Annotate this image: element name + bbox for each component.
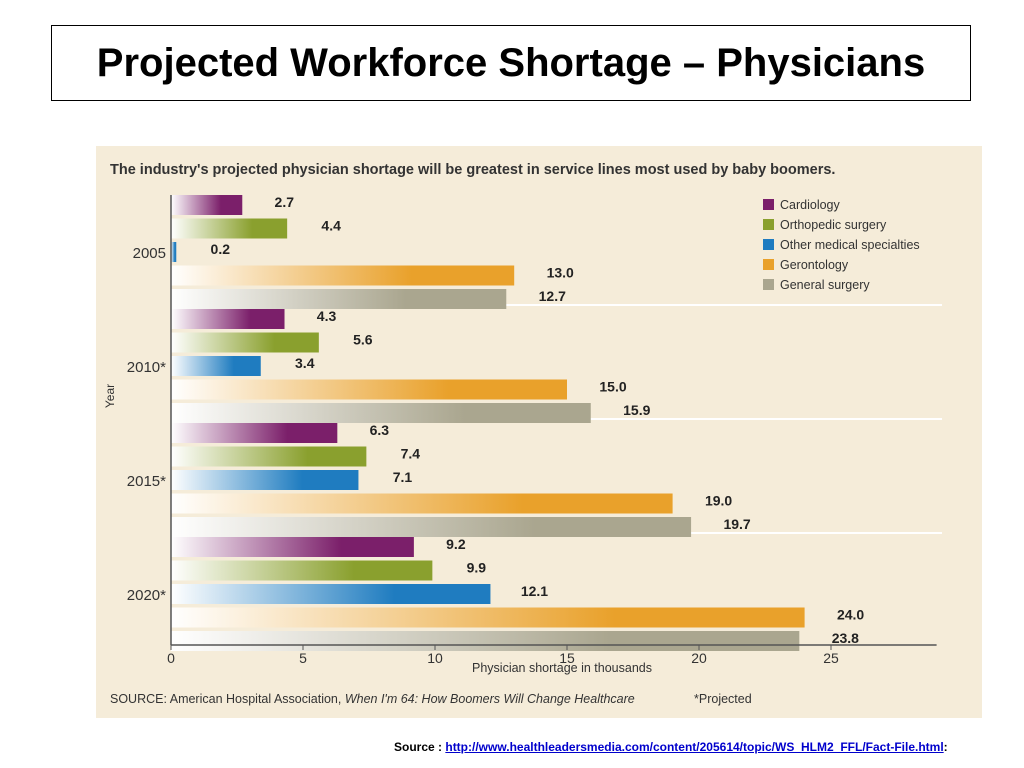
bar-orthopedic-surgery <box>171 560 433 581</box>
bar-value-label: 7.4 <box>401 446 421 462</box>
bar-other-medical-specialties <box>171 356 261 376</box>
bar-value-label: 4.4 <box>321 218 341 234</box>
bar-value-label: 2.7 <box>275 194 295 210</box>
legend-label: Other medical specialties <box>780 238 920 252</box>
chart-footnote: SOURCE: American Hospital Association, W… <box>110 692 635 706</box>
bar-orthopedic-surgery <box>171 218 288 239</box>
category-label: 2010* <box>127 359 166 376</box>
chart-panel: The industry's projected physician short… <box>96 146 982 718</box>
bar-cardiology <box>171 195 243 215</box>
footnote-projected: *Projected <box>694 692 752 706</box>
bar-cardiology <box>171 537 414 557</box>
category-label: 2020* <box>127 587 166 604</box>
x-tick-label: 15 <box>559 650 575 666</box>
bar-other-medical-specialties <box>171 584 491 604</box>
legend-label: General surgery <box>780 278 870 292</box>
source-citation: Source : http://www.healthleadersmedia.c… <box>394 739 994 755</box>
bar-gerontology <box>171 607 805 628</box>
bar-value-label: 19.0 <box>705 493 732 509</box>
bar-value-label: 3.4 <box>295 355 315 371</box>
bar-value-label: 12.1 <box>521 583 548 599</box>
bar-value-label: 15.0 <box>599 379 626 395</box>
bar-general-surgery <box>171 403 591 423</box>
bar-other-medical-specialties <box>171 470 359 490</box>
bar-gerontology <box>171 265 515 286</box>
chart-title: The industry's projected physician short… <box>110 162 835 178</box>
bar-general-surgery <box>171 631 800 651</box>
bar-orthopedic-surgery <box>171 446 367 467</box>
footnote-publication: When I'm 64: How Boomers Will Change Hea… <box>345 692 635 706</box>
x-tick-label: 5 <box>299 650 307 666</box>
bar-general-surgery <box>171 289 507 309</box>
bar-value-label: 9.9 <box>467 560 487 576</box>
source-link[interactable]: http://www.healthleadersmedia.com/conten… <box>445 740 944 754</box>
bar-value-label: 5.6 <box>353 332 373 348</box>
bar-gerontology <box>171 379 567 400</box>
legend-label: Gerontology <box>780 258 849 272</box>
bar-value-label: 0.2 <box>211 241 231 257</box>
bar-value-label: 4.3 <box>317 308 337 324</box>
bar-general-surgery <box>171 517 692 537</box>
legend-swatch <box>763 239 774 250</box>
bar-value-label: 13.0 <box>547 265 574 281</box>
legend-swatch <box>763 199 774 210</box>
legend-swatch <box>763 279 774 290</box>
legend-swatch <box>763 259 774 270</box>
bar-gerontology <box>171 493 673 514</box>
footnote-source: SOURCE: American Hospital Association, <box>110 692 345 706</box>
bar-value-label: 19.7 <box>723 516 750 532</box>
slide-title: Projected Workforce Shortage – Physician… <box>51 25 971 101</box>
bar-value-label: 24.0 <box>837 607 864 623</box>
category-label: 2005 <box>133 245 166 262</box>
x-tick-label: 0 <box>167 650 175 666</box>
bar-value-label: 23.8 <box>832 630 859 646</box>
category-label: 2015* <box>127 473 166 490</box>
bar-value-label: 7.1 <box>393 469 413 485</box>
chart: The industry's projected physician short… <box>96 146 982 718</box>
x-axis-label: Physician shortage in thousands <box>472 661 652 675</box>
source-label: Source : <box>394 740 446 754</box>
legend-label: Cardiology <box>780 198 841 212</box>
bar-cardiology <box>171 309 285 329</box>
x-tick-label: 25 <box>823 650 839 666</box>
source-suffix: : <box>943 740 948 754</box>
bar-value-label: 6.3 <box>370 422 390 438</box>
bar-orthopedic-surgery <box>171 332 319 353</box>
bar-value-label: 12.7 <box>539 288 566 304</box>
y-axis-label: Year <box>103 384 117 408</box>
bar-value-label: 9.2 <box>446 536 466 552</box>
legend-label: Orthopedic surgery <box>780 218 887 232</box>
x-tick-label: 20 <box>691 650 707 666</box>
legend-swatch <box>763 219 774 230</box>
x-tick-label: 10 <box>427 650 443 666</box>
bar-value-label: 15.9 <box>623 402 650 418</box>
bar-other-medical-specialties <box>171 242 177 262</box>
bar-cardiology <box>171 423 338 443</box>
